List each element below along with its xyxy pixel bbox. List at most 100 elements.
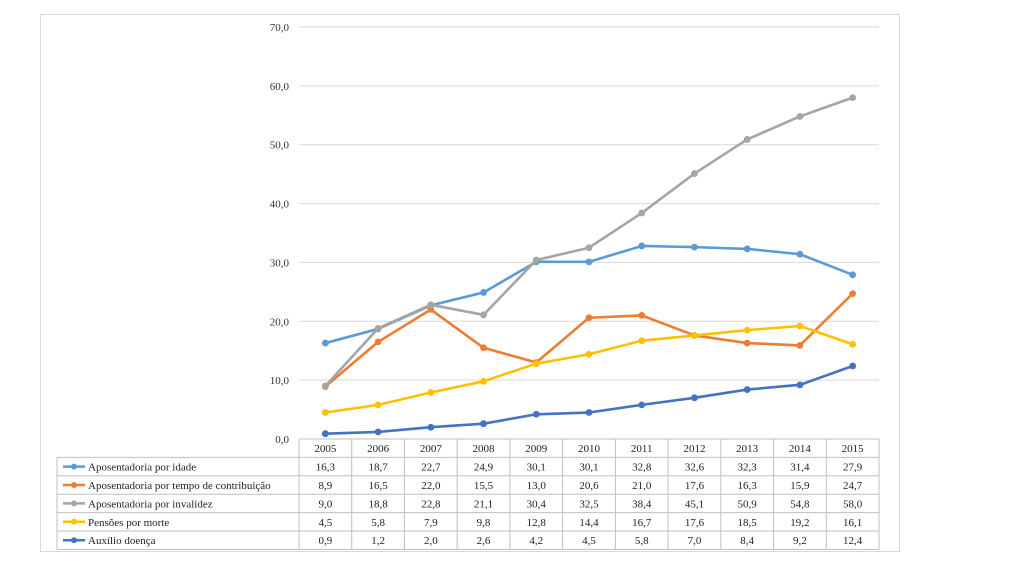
data-point <box>691 332 698 339</box>
y-tick-label: 70,0 <box>270 22 290 34</box>
table-cell-value: 9,2 <box>793 535 807 547</box>
table-cell-value: 7,0 <box>688 535 702 547</box>
x-category-label: 2015 <box>842 443 865 455</box>
y-tick-label: 0,0 <box>275 434 289 446</box>
data-point <box>638 337 646 345</box>
y-tick-label: 40,0 <box>270 199 290 211</box>
table-cell-value: 27,9 <box>843 462 863 474</box>
legend-series-name: Aposentadoria por tempo de contribuição <box>88 480 271 492</box>
x-category-label: 2014 <box>789 443 812 455</box>
table-cell-value: 1,2 <box>371 535 385 547</box>
table-cell-value: 16,1 <box>843 517 862 529</box>
table-cell-value: 4,5 <box>318 517 332 529</box>
data-point <box>796 322 804 330</box>
data-point <box>691 243 698 251</box>
data-point <box>532 256 540 264</box>
table-cell-value: 12,8 <box>527 517 547 529</box>
y-tick-label: 60,0 <box>270 81 290 93</box>
table-cell-value: 24,9 <box>474 462 494 474</box>
data-point <box>691 170 698 177</box>
chart-frame: 0,0 10,0 20,0 30,0 40,0 50,0 60,0 70,0 2005 2006… <box>40 14 900 552</box>
series-aposentadoria-por-invalidez <box>321 94 857 390</box>
table-cell-value: 32,6 <box>685 462 705 474</box>
data-point <box>480 344 487 352</box>
table-cell-value: 9,0 <box>318 498 332 510</box>
legend-key-marker <box>71 482 77 488</box>
table-cell-value: 21,0 <box>632 480 652 492</box>
table-cell-value: 24,7 <box>843 480 863 492</box>
data-point <box>427 306 435 313</box>
legend-series-name: Aposentadoria por invalidez <box>88 498 213 510</box>
data-point <box>321 382 329 390</box>
data-point <box>849 94 857 102</box>
table-cell-value: 14,4 <box>579 517 599 529</box>
table-cell-value: 2,0 <box>424 535 438 547</box>
gridlines <box>299 26 879 440</box>
data-point <box>849 362 857 370</box>
table-cell-value: 12,4 <box>843 535 863 547</box>
data-point <box>743 386 751 393</box>
data-point <box>585 244 593 252</box>
data-point <box>796 342 804 349</box>
table-cell-value: 5,8 <box>371 517 385 529</box>
x-category-label: 2010 <box>578 443 601 455</box>
data-point <box>743 326 751 334</box>
data-point <box>849 271 857 279</box>
table-cell-value: 17,6 <box>685 517 705 529</box>
table-cell-value: 4,5 <box>582 535 596 547</box>
series-aux-lio-doen-a <box>321 362 857 438</box>
data-point <box>321 430 329 438</box>
legend-series-name: Auxílio doença <box>88 535 156 547</box>
table-cell-value: 16,3 <box>316 462 336 474</box>
table-cell-value: 4,2 <box>529 535 543 547</box>
table-cell-value: 20,6 <box>579 480 599 492</box>
table-cell-value: 18,7 <box>368 462 388 474</box>
table-cell-value: 38,4 <box>632 498 652 510</box>
data-point <box>796 113 804 120</box>
series-lines <box>321 94 857 438</box>
series-line <box>324 292 854 388</box>
table-cell-value: 5,8 <box>635 535 649 547</box>
y-tick-label: 50,0 <box>270 140 290 152</box>
data-point <box>585 409 593 416</box>
x-category-label: 2013 <box>736 443 759 455</box>
data-point <box>585 258 593 266</box>
legend-key-marker <box>71 500 77 507</box>
data-point <box>480 420 487 428</box>
data-point <box>849 340 857 348</box>
data-point <box>374 428 382 436</box>
data-point <box>638 401 646 409</box>
data-point <box>480 289 487 296</box>
table-cell-value: 58,0 <box>843 498 863 510</box>
table-cell-value: 32,3 <box>738 462 758 474</box>
table-cell-value: 13,0 <box>527 480 547 492</box>
legend-key-marker <box>71 463 77 470</box>
table-cell-value: 30,4 <box>527 498 547 510</box>
x-category-label: 2005 <box>314 443 337 455</box>
table-cell-value: 0,9 <box>318 535 332 547</box>
x-category-label: 2007 <box>420 443 443 455</box>
data-point <box>638 242 646 250</box>
data-point <box>585 350 593 358</box>
data-point <box>638 209 646 217</box>
table-cell-value: 22,7 <box>421 462 441 474</box>
series-line <box>324 324 854 414</box>
data-point <box>585 314 593 322</box>
data-point <box>796 250 804 258</box>
series-line <box>324 96 854 388</box>
y-tick-label: 20,0 <box>270 316 290 328</box>
legend-key-marker <box>71 537 77 544</box>
table-cell-value: 30,1 <box>527 462 546 474</box>
data-point <box>796 381 804 389</box>
table-cell-value: 18,5 <box>738 517 758 529</box>
data-point <box>427 389 435 396</box>
series-aposentadoria-por-idade <box>321 242 857 347</box>
data-point <box>374 338 382 346</box>
data-table: 2005 2006 2007 2008 2009 2010 2011 2012 2013 2014… <box>56 438 880 550</box>
table-cell-value: 31,4 <box>790 462 810 474</box>
data-point <box>638 312 646 319</box>
data-point <box>321 409 329 416</box>
table-cell-value: 22,0 <box>421 480 441 492</box>
table-cell-value: 30,1 <box>579 462 598 474</box>
legend-series-name: Pensões por morte <box>88 517 169 529</box>
